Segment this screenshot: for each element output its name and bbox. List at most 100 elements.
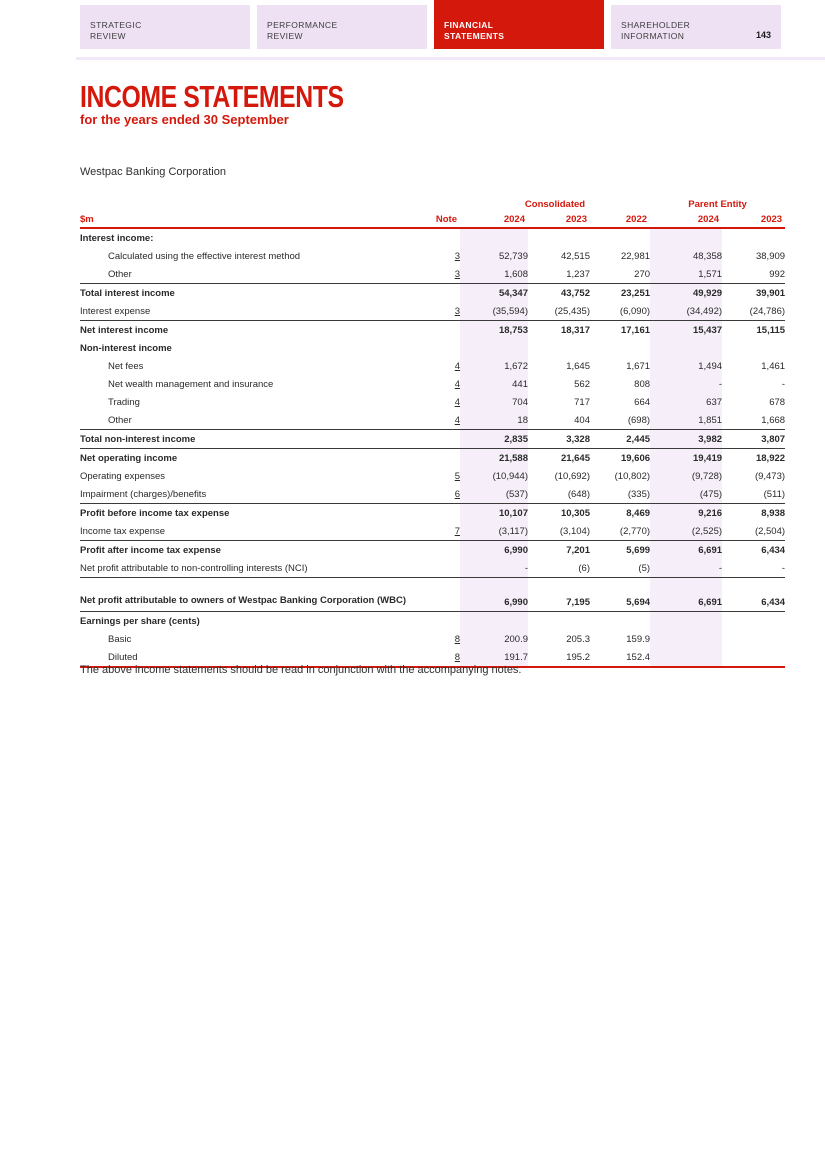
value-cell: 6,691 xyxy=(650,577,723,612)
note-link[interactable]: 4 xyxy=(454,396,460,408)
table-row: Calculated using the effective interest … xyxy=(80,247,785,265)
value-cell: 3,807 xyxy=(722,429,786,449)
note-link[interactable]: 5 xyxy=(454,470,460,482)
note-link[interactable]: 8 xyxy=(454,633,460,645)
table-row: Net profit attributable to owners of Wes… xyxy=(80,577,786,612)
note-cell xyxy=(432,540,460,559)
value-cell: 39,901 xyxy=(722,283,786,302)
row-label: Net operating income xyxy=(80,448,432,467)
value-cell: 1,671 xyxy=(626,360,651,372)
note-link[interactable]: 4 xyxy=(454,378,460,390)
value-cell: (511) xyxy=(763,488,786,500)
row-label: Total non-interest income xyxy=(80,429,432,449)
value-cell: 52,739 xyxy=(460,247,528,265)
tab-strategic-review[interactable]: STRATEGIC REVIEW xyxy=(80,5,250,49)
value-cell: 6,434 xyxy=(722,540,786,559)
table-row: Interest income: xyxy=(80,228,785,247)
value-cell xyxy=(650,630,723,648)
row-label: Earnings per share (cents) xyxy=(80,611,432,630)
value-cell: (2,770) xyxy=(619,525,651,537)
tab-label: STRATEGIC REVIEW xyxy=(90,19,142,41)
value-cell: 7,195 xyxy=(528,577,590,612)
value-cell xyxy=(722,648,785,667)
tab-performance-review[interactable]: PERFORMANCE REVIEW xyxy=(257,5,427,49)
year-header-consolidated-2022: 2022 xyxy=(590,212,651,229)
year-header-consolidated-2024: 2024 xyxy=(460,212,528,229)
value-cell: 42,515 xyxy=(560,250,590,262)
value-cell: 5,694 xyxy=(590,577,651,612)
note-link[interactable]: 4 xyxy=(454,414,460,426)
table-row: Impairment (charges)/benefits 6 (537) (648)… xyxy=(80,485,785,504)
value-cell: (537) xyxy=(460,485,528,504)
year-header-parent-2023: 2023 xyxy=(722,212,786,229)
value-cell: (648) xyxy=(567,488,590,500)
value-cell: - xyxy=(781,562,786,574)
value-cell: 54,347 xyxy=(460,283,528,302)
year-header-consolidated-2023: 2023 xyxy=(528,212,590,229)
tab-label: SHAREHOLDER INFORMATION xyxy=(621,19,691,41)
value-cell xyxy=(590,339,650,357)
note-cell: 5 xyxy=(432,467,460,485)
value-cell: (2,504) xyxy=(754,525,786,537)
value-cell xyxy=(528,339,590,357)
column-group-header-row: Consolidated Parent Entity xyxy=(80,197,785,212)
note-cell xyxy=(432,577,460,612)
note-link[interactable]: 3 xyxy=(454,305,460,317)
note-cell: 8 xyxy=(432,630,460,648)
value-cell: 2,445 xyxy=(590,429,651,449)
row-label: Income tax expense xyxy=(80,525,166,537)
note-link[interactable]: 7 xyxy=(454,525,460,537)
tab-financial-statements[interactable]: FINANCIAL STATEMENTS xyxy=(434,0,604,49)
value-cell: (10,802) xyxy=(614,470,651,482)
value-cell: (3,117) xyxy=(460,522,528,541)
value-cell: 404 xyxy=(574,414,590,426)
value-cell: 22,981 xyxy=(620,250,651,262)
row-label: Trading xyxy=(108,396,140,408)
note-cell xyxy=(432,448,460,467)
value-cell: (475) xyxy=(650,485,723,504)
value-cell: 10,107 xyxy=(460,503,528,522)
value-cell: 10,305 xyxy=(528,503,590,522)
row-label: Net interest income xyxy=(80,320,432,339)
note-cell xyxy=(432,503,460,522)
value-cell: - xyxy=(460,559,528,578)
value-cell: 18,922 xyxy=(722,448,786,467)
table-row: Net fees 4 1,672 1,645 1,671 1,494 1,461 xyxy=(80,357,785,375)
value-cell: 441 xyxy=(460,375,528,393)
value-cell: (35,594) xyxy=(460,302,528,321)
value-cell: (9,473) xyxy=(754,470,786,482)
note-link[interactable]: 6 xyxy=(454,488,460,500)
note-link[interactable]: 3 xyxy=(454,250,460,262)
value-cell: 5,699 xyxy=(590,540,651,559)
value-cell: 17,161 xyxy=(590,320,651,339)
row-label: Profit after income tax expense xyxy=(80,540,432,559)
value-cell: 6,990 xyxy=(460,540,528,559)
table-row: Profit after income tax expense 6,990 7,20… xyxy=(80,540,786,559)
value-cell: 19,419 xyxy=(650,448,723,467)
value-cell: 43,752 xyxy=(528,283,590,302)
note-link[interactable]: 8 xyxy=(454,651,460,663)
row-label: Interest expense xyxy=(80,305,151,317)
section-tabbar: STRATEGIC REVIEW PERFORMANCE REVIEW FINANC… xyxy=(80,0,781,49)
unit-header: $m xyxy=(80,212,432,229)
value-cell: 7,201 xyxy=(528,540,590,559)
value-cell: 6,691 xyxy=(650,540,723,559)
value-cell: (698) xyxy=(627,414,651,426)
value-cell: 704 xyxy=(460,393,528,411)
tab-shareholder-information[interactable]: SHAREHOLDER INFORMATION 143 xyxy=(611,5,781,49)
row-label: Impairment (charges)/benefits xyxy=(80,488,207,500)
table-row: Earnings per share (cents) xyxy=(80,611,786,630)
value-cell: 3,982 xyxy=(650,429,723,449)
row-label: Net wealth management and insurance xyxy=(108,378,274,390)
note-link[interactable]: 4 xyxy=(454,360,460,372)
note-link[interactable]: 3 xyxy=(454,268,460,280)
value-cell xyxy=(460,339,528,357)
note-cell xyxy=(432,283,460,302)
note-cell xyxy=(432,228,460,247)
value-cell: 19,606 xyxy=(590,448,651,467)
value-cell: 18 xyxy=(460,411,528,430)
value-cell: (3,104) xyxy=(559,525,590,537)
value-cell xyxy=(722,611,786,630)
value-cell xyxy=(722,228,785,247)
